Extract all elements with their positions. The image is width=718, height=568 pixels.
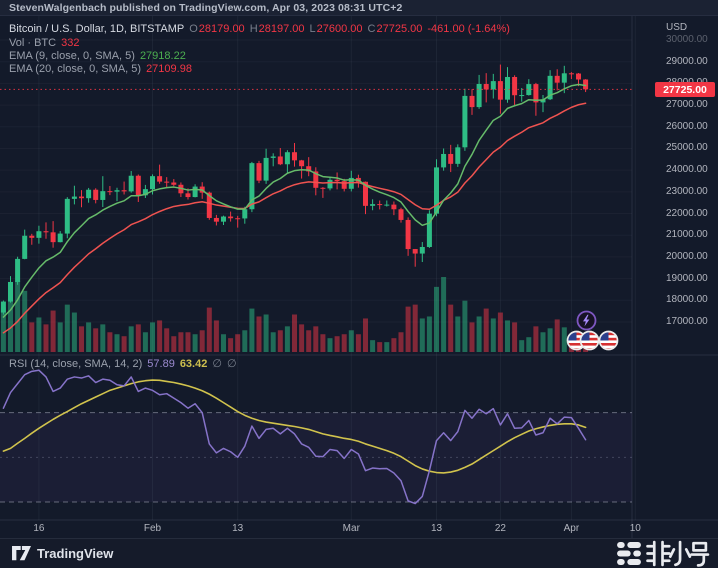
rsi-ma-value: 63.42 <box>179 357 208 370</box>
tradingview-attribution[interactable]: TradingView <box>12 546 113 561</box>
price-axis-tick: 21000.00 <box>666 229 708 241</box>
time-axis-tick: Apr <box>563 523 580 534</box>
us-flag-icon[interactable] <box>579 330 600 351</box>
ema9-value: 27918.22 <box>139 50 186 62</box>
time-axis-tick: 13 <box>232 523 244 534</box>
time-axis-tick: Mar <box>342 523 360 534</box>
feixiaohao-watermark <box>617 540 710 567</box>
tradingview-brand-text: TradingView <box>37 546 114 561</box>
change-value: -461.00 (-1.64%) <box>427 23 510 35</box>
time-axis-tick: 16 <box>33 523 45 534</box>
price-axis-tick: 18000.00 <box>666 294 708 306</box>
tradingview-logo-icon <box>12 546 31 561</box>
ohlc-low: L 27600.00 <box>309 23 363 35</box>
rsi-band-empty-1: ∅ <box>212 358 222 370</box>
rsi-band-empty-2: ∅ <box>226 358 237 370</box>
ema20-value: 27109.98 <box>146 63 192 75</box>
price-axis-tick: 25000.00 <box>666 142 708 154</box>
lightning-event-icon[interactable] <box>576 310 597 331</box>
rsi-label: RSI (14, close, SMA, 14, 2) <box>9 357 143 370</box>
volume-legend-row[interactable]: Vol · BTC 332 <box>9 37 79 49</box>
price-axis-tick: 29000.00 <box>666 55 708 67</box>
volume-value: 332 <box>61 37 80 49</box>
price-axis-tick: 24000.00 <box>666 164 708 176</box>
ohlc-close: C 27725.00 <box>367 23 423 35</box>
economic-event-icons[interactable] <box>566 330 619 351</box>
symbol-title: Bitcoin / U.S. Dollar, 1D, BITSTAMP <box>9 23 185 35</box>
time-axis-tick: 22 <box>494 523 506 534</box>
publish-banner: StevenWalgenbach published on TradingVie… <box>0 0 718 16</box>
time-axis-tick: Feb <box>143 523 162 534</box>
ema20-legend-row[interactable]: EMA (20, close, 0, SMA, 5) 27109.98 <box>9 63 192 75</box>
us-flag-icon[interactable] <box>598 330 619 351</box>
ema9-label: EMA (9, close, 0, SMA, 5) <box>9 50 135 62</box>
rsi-value: 57.89 <box>147 357 175 370</box>
price-axis-tick: 17000.00 <box>666 316 708 327</box>
footer-bar: TradingView <box>0 538 718 568</box>
last-price-value: 27725.00 <box>663 83 707 96</box>
last-price-badge: 27725.00 <box>655 82 715 97</box>
publish-banner-text: StevenWalgenbach published on TradingVie… <box>9 1 403 14</box>
price-axis-tick: 22000.00 <box>666 207 708 219</box>
feixiaohao-wordmark <box>646 540 710 567</box>
symbol-legend-row[interactable]: Bitcoin / U.S. Dollar, 1D, BITSTAMP O 281… <box>9 23 510 35</box>
rsi-legend-row[interactable]: RSI (14, close, SMA, 14, 2) 57.89 63.42 … <box>9 357 237 371</box>
volume-label: Vol · BTC <box>9 37 57 49</box>
price-axis-tick: 30000.00 <box>666 34 708 45</box>
ohlc-open: O 28179.00 <box>189 23 245 35</box>
ema20-label: EMA (20, close, 0, SMA, 5) <box>9 63 142 75</box>
time-axis-tick: 13 <box>430 523 443 534</box>
ohlc-high: H 28197.00 <box>249 23 305 35</box>
time-axis-tick: 10 <box>629 523 641 534</box>
price-axis-tick: 26000.00 <box>666 120 708 132</box>
price-axis-tick: 23000.00 <box>666 185 708 197</box>
price-axis-tick: 27000.00 <box>666 99 708 111</box>
price-axis-tick: 19000.00 <box>666 272 708 284</box>
ema9-legend-row[interactable]: EMA (9, close, 0, SMA, 5) 27918.22 <box>9 50 186 62</box>
price-axis-unit: USD <box>666 22 688 33</box>
feixiaohao-logo-icon <box>617 542 641 565</box>
price-axis-tick: 20000.00 <box>666 250 708 262</box>
